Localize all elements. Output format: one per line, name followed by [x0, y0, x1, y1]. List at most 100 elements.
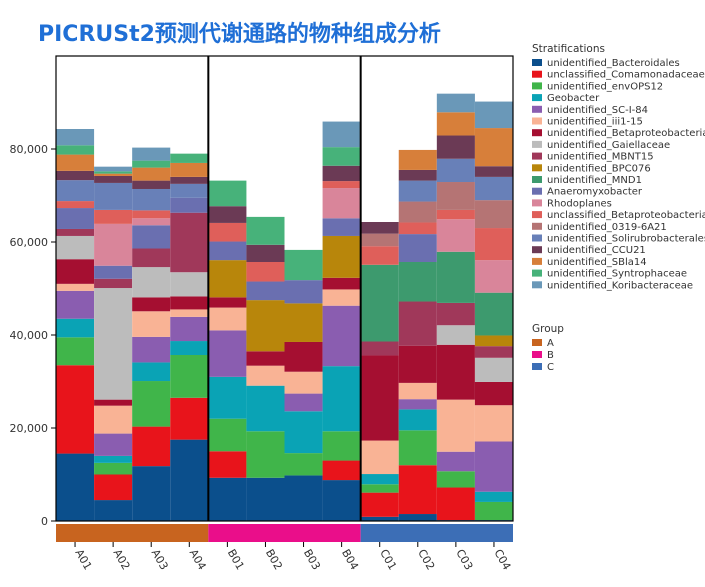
bar-segment-C02-10 — [398, 261, 437, 302]
legend-label: unidentified_Koribacteraceae — [547, 280, 693, 291]
bar-segment-C03-19 — [436, 93, 475, 113]
bar-segment-C03-5 — [436, 399, 475, 452]
legend-label: Geobacter — [547, 93, 600, 104]
bar-segment-C04-10 — [474, 292, 513, 336]
bar-segment-A03-3 — [132, 362, 171, 382]
bar-segment-C03-2 — [436, 471, 475, 488]
bar-segment-B04-1 — [322, 460, 361, 481]
legend-swatch — [532, 70, 542, 78]
bar-segment-A03-0 — [132, 466, 171, 521]
bar-segment-B01-5 — [208, 307, 247, 331]
legend-label: unclassified_Betaproteobacteria — [547, 210, 705, 221]
group-legend-label: C — [547, 362, 554, 373]
legend-swatch — [532, 199, 542, 207]
bar-segment-A04-2 — [170, 354, 209, 398]
bar-segment-A03-5 — [132, 311, 171, 337]
x-tick-label: B01 — [225, 547, 247, 572]
legend-label: unidentified_Gaiellaceae — [547, 140, 670, 151]
bar-segment-B04-9 — [322, 235, 361, 278]
bar-segment-A01-8 — [56, 228, 95, 236]
y-tick-label: 20,000 — [10, 422, 49, 435]
bar-segment-A03-2 — [132, 381, 171, 427]
bar-segment-A03-19 — [132, 147, 171, 161]
bar-segment-C01-13 — [360, 246, 399, 265]
bar-segment-C03-16 — [436, 135, 475, 159]
bar-segment-C04-19 — [474, 101, 513, 129]
bar-segment-C04-12 — [474, 260, 513, 293]
bar-segment-A03-13 — [132, 210, 171, 219]
bar-segment-C02-0 — [398, 514, 437, 521]
bar-segment-B02-6 — [246, 351, 285, 366]
bar-segment-C03-17 — [436, 112, 475, 136]
legend-label: unidentified_SBla14 — [547, 257, 647, 268]
y-tick-label: 80,000 — [10, 143, 49, 156]
legend-label: unidentified_envOPS12 — [547, 81, 663, 92]
bar-segment-A02-0 — [94, 500, 133, 521]
bar-segment-A02-8 — [94, 278, 133, 289]
bar-segment-A02-3 — [94, 455, 133, 463]
bar-segment-A02-5 — [94, 405, 133, 434]
x-tick-label: C03 — [453, 547, 475, 572]
group-band-C — [360, 524, 513, 542]
bar-segment-C03-10 — [436, 251, 475, 303]
bar-segment-C02-2 — [398, 430, 437, 466]
bar-segment-B01-16 — [208, 206, 247, 223]
bar-segment-A04-6 — [170, 296, 209, 310]
bar-segment-C04-16 — [474, 166, 513, 177]
x-tick-label: A03 — [149, 547, 171, 572]
legend-label: unclassified_Comamonadaceae — [547, 70, 705, 81]
legend-label: unidentified_MBNT15 — [547, 152, 654, 163]
legend-label: unidentified_Bacteroidales — [547, 58, 680, 69]
bar-segment-C03-7 — [436, 325, 475, 345]
bar-segment-C04-8 — [474, 346, 513, 358]
bar-segment-C02-17 — [398, 149, 437, 170]
x-tick-label: B02 — [263, 547, 285, 572]
bar-segment-A04-18 — [170, 153, 209, 163]
bar-segment-C03-4 — [436, 451, 475, 472]
bar-segment-A03-4 — [132, 336, 171, 363]
bar-segment-C02-15 — [398, 180, 437, 202]
bar-segment-C04-9 — [474, 335, 513, 347]
legend-label: unidentified_Solirubrobacterales — [547, 234, 705, 245]
bar-segment-A02-1 — [94, 474, 133, 501]
bar-segment-C04-6 — [474, 381, 513, 406]
bar-segment-B01-0 — [208, 477, 247, 521]
bar-segment-A02-2 — [94, 462, 133, 475]
bar-segment-A01-5 — [56, 283, 95, 291]
bar-segment-B02-0 — [246, 477, 285, 521]
bar-segment-C04-17 — [474, 128, 513, 167]
bar-segment-A02-13 — [94, 209, 133, 224]
bar-segment-A04-7 — [170, 272, 209, 297]
bar-segment-B04-5 — [322, 289, 361, 306]
x-tick-label: A01 — [72, 547, 94, 572]
x-tick-label: A04 — [187, 547, 209, 572]
bar-segment-B01-18 — [208, 180, 247, 207]
bar-segment-B01-2 — [208, 418, 247, 452]
legend-swatch — [532, 176, 542, 183]
bar-segment-A03-17 — [132, 167, 171, 181]
bar-segment-C04-3 — [474, 491, 513, 502]
bar-segment-C02-16 — [398, 169, 437, 181]
bar-segment-A01-4 — [56, 290, 95, 319]
bar-segment-B03-3 — [284, 411, 323, 454]
bar-segment-B04-3 — [322, 366, 361, 432]
legend-swatch — [532, 222, 542, 230]
legend-label: Anaeromyxobacter — [547, 187, 643, 198]
bar-segment-B03-4 — [284, 393, 323, 412]
chart-title: PICRUSt2预测代谢通路的物种组成分析 — [38, 22, 441, 47]
legend-label: unidentified_CCU21 — [547, 245, 646, 256]
bar-segment-A04-11 — [170, 197, 209, 213]
bar-segment-A01-7 — [56, 235, 95, 260]
bar-segment-C02-1 — [398, 465, 437, 515]
bar-segment-C01-0 — [360, 516, 399, 521]
legend-label: unidentified_MND1 — [547, 175, 642, 186]
bar-segment-A01-6 — [56, 259, 95, 284]
legend-label: unidentified_SC-I-84 — [547, 105, 648, 116]
bar-segment-C03-13 — [436, 209, 475, 220]
group-band-B — [208, 524, 361, 542]
group-legend-title: Group — [532, 323, 564, 335]
bar-segment-A03-6 — [132, 297, 171, 312]
legend-title: Stratifications — [532, 43, 605, 55]
bar-segment-A02-18 — [94, 171, 133, 174]
